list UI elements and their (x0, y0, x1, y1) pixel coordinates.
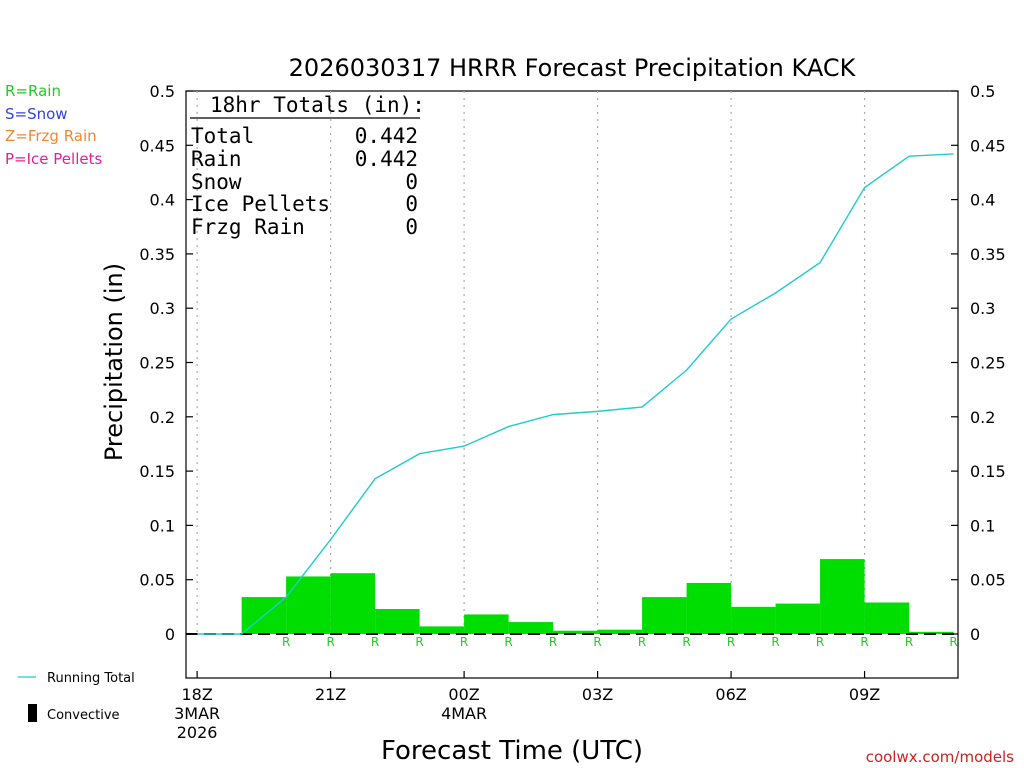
ytick-right-label-8: 0.4 (970, 191, 995, 210)
bar-hour-30 (686, 582, 732, 634)
legend-rain: R=Rain (5, 82, 61, 100)
ptype-marker-hour-33: R (860, 635, 868, 649)
ptype-marker-hour-30: R (727, 635, 735, 649)
ptype-marker-hour-34: R (905, 635, 913, 649)
ptype-marker-hour-24: R (460, 635, 468, 649)
running-total-series (197, 153, 954, 635)
ytick-right-label-10: 0.5 (970, 82, 995, 101)
ptype-marker-hour-29: R (682, 635, 690, 649)
y-axis-label: Precipitation (in) (100, 263, 128, 461)
ytick-right-label-7: 0.35 (970, 245, 1006, 264)
ytick-right-label-5: 0.25 (970, 354, 1006, 373)
bar-hour-35 (909, 631, 954, 634)
running-total-legend-label: Running Total (47, 671, 135, 686)
ytick-left-label-9: 0.45 (139, 136, 175, 155)
totals-value-ice-pellets: 0 (405, 192, 418, 216)
convective-legend-label: Convective (47, 708, 120, 723)
ptype-marker-hour-32: R (816, 635, 824, 649)
bar-hour-34 (864, 602, 910, 634)
xtick-label-18-1: 3MAR (174, 704, 220, 723)
ptype-marker-hour-22: R (371, 635, 379, 649)
ytick-left-label-8: 0.4 (150, 191, 175, 210)
xtick-label-24-0: 00Z (448, 685, 479, 704)
bar-hour-29 (642, 597, 687, 634)
bar-hour-32 (775, 603, 821, 634)
chart-title: 2026030317 HRRR Forecast Precipitation K… (289, 54, 857, 82)
totals-label-total: Total (191, 124, 254, 148)
totals-label-snow: Snow (191, 170, 242, 194)
y-axis-ticks: 0 00.05 0.050.1 0.10.15 0.150.2 0.20.25 0.250.… (139, 82, 1005, 644)
ytick-left-label-5: 0.25 (139, 354, 175, 373)
watermark: coolwx.com/models (866, 748, 1014, 766)
ytick-left-label-10: 0.5 (150, 82, 175, 101)
ytick-right-label-4: 0.2 (970, 408, 995, 427)
ytick-right-label-1: 0.05 (970, 571, 1006, 590)
bar-hour-21 (286, 576, 331, 634)
bar-hour-24 (419, 626, 465, 634)
ptype-marker-hour-25: R (504, 635, 512, 649)
x-axis-label: Forecast Time (UTC) (381, 736, 643, 766)
legend-ice-pellets: P=Ice Pellets (5, 150, 102, 168)
bar-hour-26 (508, 622, 554, 634)
ytick-left-label-6: 0.3 (150, 299, 175, 318)
ytick-left-label-2: 0.1 (150, 516, 175, 535)
legend-frzg-rain: Z=Frzg Rain (5, 127, 97, 145)
ytick-right-label-9: 0.45 (970, 136, 1006, 155)
ytick-left-label-3: 0.15 (139, 462, 175, 481)
legend-snow: S=Snow (5, 105, 68, 123)
ptype-marker-hour-28: R (638, 635, 646, 649)
totals-value-snow: 0 (405, 170, 418, 194)
ptype-marker-hour-20: R (282, 635, 290, 649)
ytick-left-label-0: 0 (165, 625, 175, 644)
ytick-right-label-2: 0.1 (970, 516, 995, 535)
bar-hour-27 (553, 630, 598, 634)
ytick-right-label-3: 0.15 (970, 462, 1006, 481)
xtick-label-33-0: 09Z (849, 685, 880, 704)
totals-label-ice-pellets: Ice Pellets (191, 192, 330, 216)
xtick-label-21-0: 21Z (315, 685, 346, 704)
ytick-left-label-1: 0.05 (139, 571, 175, 590)
bar-hour-23 (375, 609, 420, 634)
bar-hour-25 (464, 614, 509, 634)
totals-label-frzg-rain: Frzg Rain (191, 215, 305, 239)
totals-value-rain: 0.442 (355, 147, 418, 171)
bar-hour-28 (597, 629, 643, 634)
xtick-label-30-0: 06Z (715, 685, 746, 704)
ytick-left-label-7: 0.35 (139, 245, 175, 264)
xtick-label-18-0: 18Z (181, 685, 212, 704)
ptype-marker-hour-23: R (415, 635, 423, 649)
totals-header: 18hr Totals (in): (210, 93, 425, 117)
ptype-marker-hour-35: R (949, 635, 957, 649)
ytick-left-label-4: 0.2 (150, 408, 175, 427)
ytick-right-label-6: 0.3 (970, 299, 995, 318)
xtick-label-27-0: 03Z (582, 685, 613, 704)
bar-hour-33 (820, 559, 865, 634)
xtick-label-24-1: 4MAR (441, 704, 487, 723)
bar-series (186, 559, 958, 635)
ptype-marker-hour-26: R (549, 635, 557, 649)
totals-label-rain: Rain (191, 147, 242, 171)
convective-legend-swatch (28, 704, 37, 722)
totals-box: 18hr Totals (in): Total 0.442 Rain 0.442… (190, 93, 425, 239)
xtick-label-18-2: 2026 (177, 723, 218, 742)
ytick-right-label-0: 0 (970, 625, 980, 644)
gridlines (196, 91, 866, 634)
totals-value-total: 0.442 (355, 124, 418, 148)
bar-hour-31 (731, 606, 776, 634)
ptype-marker-hour-21: R (326, 635, 334, 649)
running-total-line (197, 153, 954, 635)
plot-frame (185, 90, 959, 679)
ptype-marker-hour-31: R (771, 635, 779, 649)
ptype-marker-hour-27: R (593, 635, 601, 649)
bar-hour-22 (330, 573, 376, 634)
totals-value-frzg-rain: 0 (405, 215, 418, 239)
